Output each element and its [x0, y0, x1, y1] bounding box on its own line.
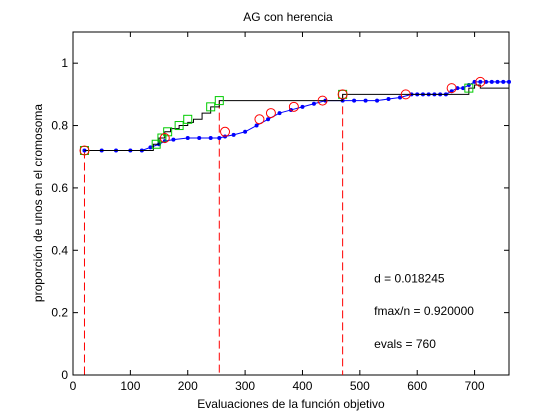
data-point-square	[183, 114, 193, 124]
data-point	[507, 79, 511, 84]
y-tick-label: 0	[61, 368, 68, 382]
data-point-circle	[475, 76, 486, 87]
data-point	[277, 111, 282, 116]
x-tick-label: 600	[407, 379, 427, 393]
data-point-circle	[254, 114, 265, 125]
data-point-square	[464, 83, 474, 93]
annotation: evals = 760	[374, 337, 436, 351]
data-point-square	[174, 121, 184, 131]
x-tick-label: 0	[70, 379, 77, 393]
y-axis-label: proporción de unos en el cromosoma	[31, 104, 45, 302]
series-step-line	[84, 84, 509, 151]
data-point-circle	[79, 145, 90, 156]
data-point	[495, 79, 500, 84]
x-tick-label: 200	[178, 379, 198, 393]
x-tick-label: 400	[292, 379, 312, 393]
data-point-circle	[317, 95, 328, 106]
y-tick-label: 1	[61, 56, 68, 70]
data-point-square	[206, 102, 216, 112]
x-axis-label: Evaluaciones de la función objetivo	[197, 397, 385, 411]
data-point-circle	[446, 83, 457, 94]
data-point-circle	[220, 126, 231, 137]
data-point-circle	[337, 89, 348, 100]
data-point	[375, 98, 380, 103]
y-tick-label: 0.4	[51, 243, 68, 257]
data-point	[501, 79, 506, 84]
data-point	[461, 86, 466, 91]
data-point	[254, 123, 259, 128]
data-point	[208, 136, 213, 141]
data-point	[197, 136, 202, 141]
x-tick-label: 100	[120, 379, 140, 393]
x-tick-label: 500	[350, 379, 370, 393]
data-point-square	[163, 127, 173, 137]
x-tick-label: 700	[465, 379, 485, 393]
data-point	[231, 132, 236, 137]
data-point	[363, 98, 368, 103]
data-point-circle	[265, 108, 276, 119]
data-point	[466, 83, 471, 88]
data-point-square	[151, 139, 161, 149]
x-tick-label: 300	[235, 379, 255, 393]
data-point	[478, 79, 483, 84]
y-tick-label: 0.6	[51, 181, 68, 195]
data-point-circle	[400, 89, 411, 100]
data-point-circle	[159, 133, 170, 144]
y-tick-label: 0.2	[51, 306, 68, 320]
data-point	[311, 101, 316, 106]
plot-area	[72, 31, 510, 376]
data-point-square	[214, 96, 224, 106]
data-point	[266, 117, 271, 122]
data-point	[185, 136, 190, 141]
annotation: fmax/n = 0.920000	[374, 304, 474, 318]
data-point	[489, 79, 494, 84]
data-point	[398, 95, 402, 100]
data-point	[243, 129, 248, 134]
chart-title: AG con herencia	[243, 10, 333, 24]
data-point	[217, 136, 222, 141]
y-tick-label: 0.8	[51, 119, 68, 133]
data-point-circle	[288, 101, 299, 112]
data-point	[352, 98, 357, 103]
data-point	[171, 137, 176, 142]
annotation: d = 0.018245	[374, 271, 445, 285]
data-point	[148, 145, 153, 150]
data-point	[300, 104, 305, 109]
data-point	[386, 97, 391, 102]
